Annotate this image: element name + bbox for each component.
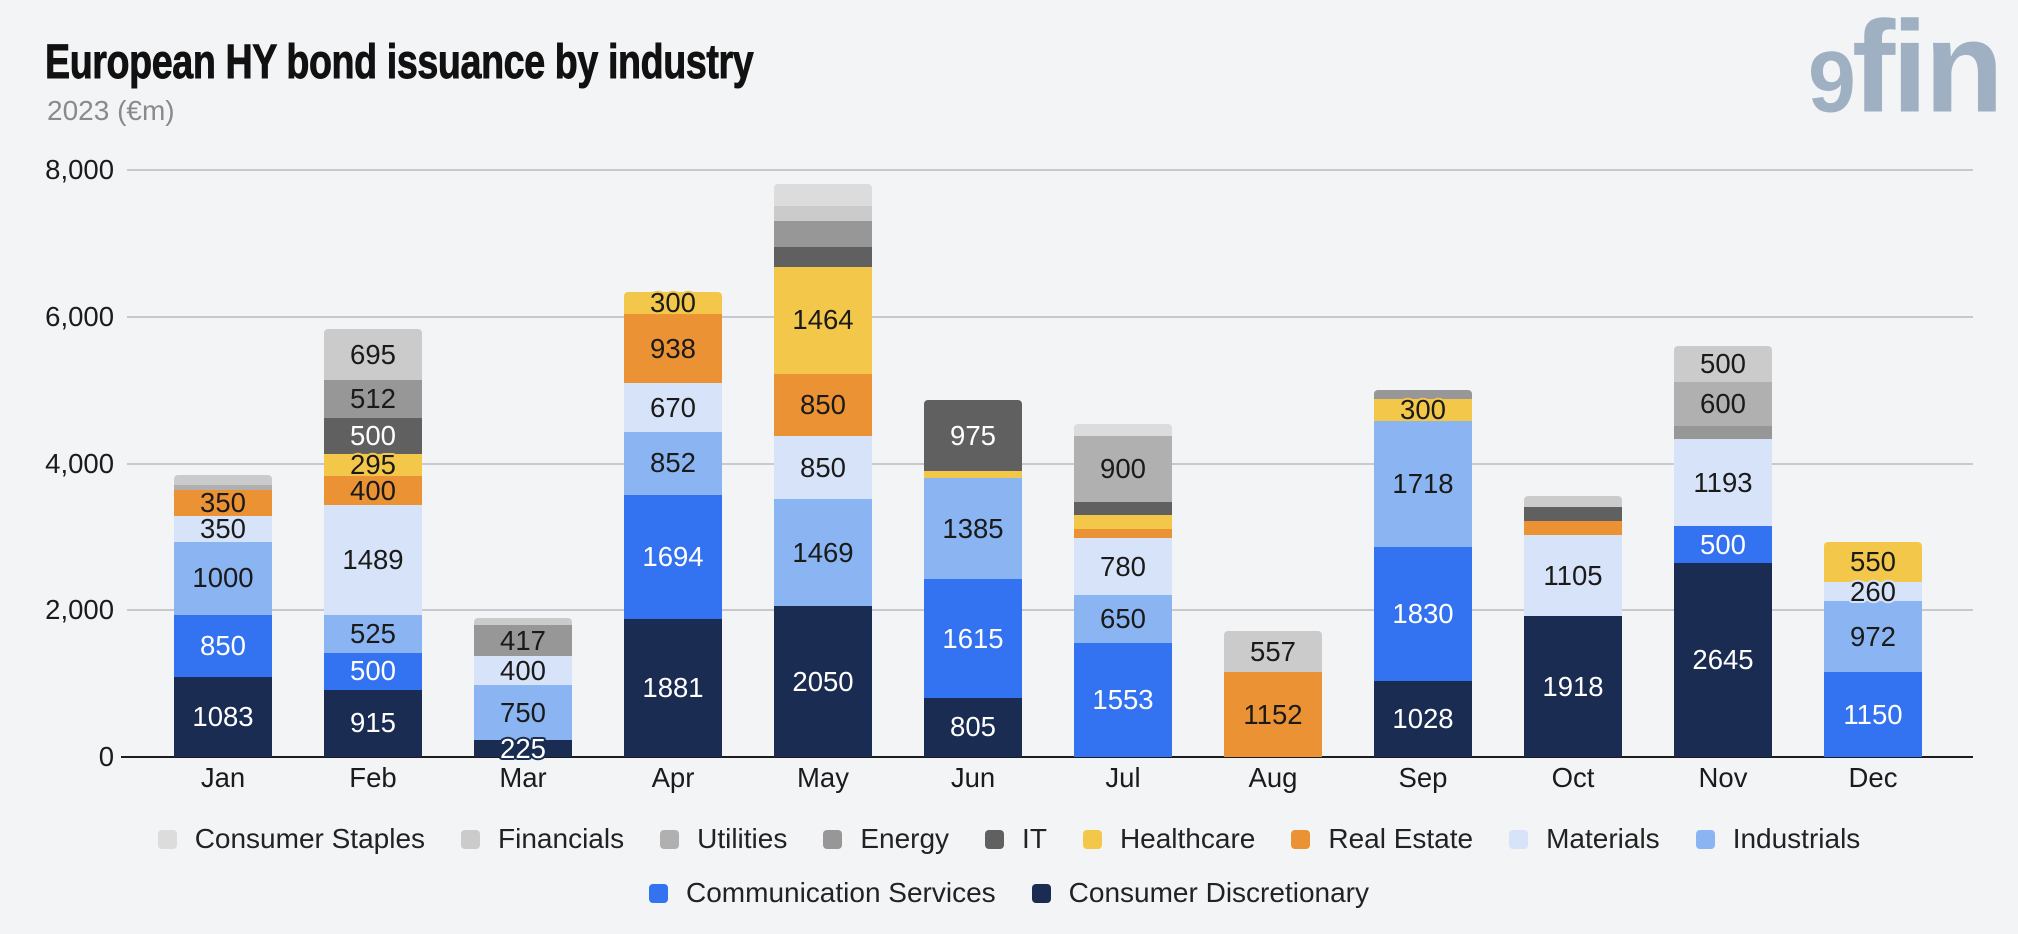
svg-text:9: 9 [1808, 35, 1856, 131]
svg-text:fin: fin [1852, 0, 2000, 130]
